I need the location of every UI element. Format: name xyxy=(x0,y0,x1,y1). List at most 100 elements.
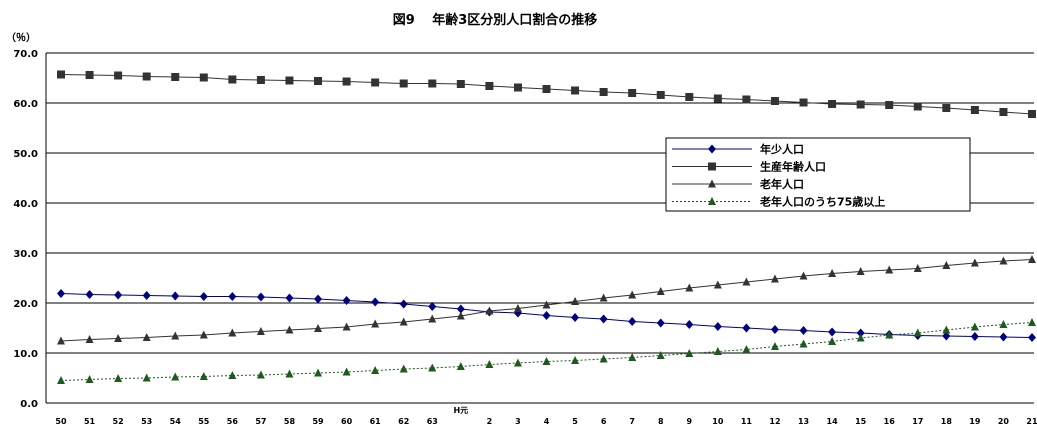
data-point xyxy=(656,318,665,328)
data-point xyxy=(713,280,722,289)
data-point xyxy=(999,108,1008,116)
x-tick-label: 16 xyxy=(884,417,896,426)
data-point xyxy=(171,372,180,381)
x-tick-label: 55 xyxy=(198,417,210,426)
data-point xyxy=(114,334,123,342)
data-point xyxy=(399,79,408,88)
data-point xyxy=(85,71,94,79)
x-tick-label: 12 xyxy=(769,417,780,426)
data-point xyxy=(256,370,265,379)
data-point xyxy=(314,77,323,85)
gridlines xyxy=(45,52,1034,404)
data-point xyxy=(199,292,208,301)
data-point xyxy=(57,70,65,79)
data-point xyxy=(685,283,694,292)
data-point xyxy=(542,311,551,320)
x-tick-label: 9 xyxy=(687,417,693,426)
data-point xyxy=(199,372,208,380)
data-point xyxy=(599,88,608,96)
data-point xyxy=(399,364,408,373)
data-point xyxy=(85,290,94,299)
data-point xyxy=(256,292,265,302)
data-point xyxy=(399,299,408,309)
data-point xyxy=(885,265,894,274)
data-point xyxy=(685,93,694,101)
data-point xyxy=(713,94,722,103)
data-point xyxy=(856,333,865,342)
data-point xyxy=(57,376,65,384)
x-tick-label: 21 xyxy=(1026,417,1037,426)
data-point xyxy=(770,97,779,105)
x-tick-label: 56 xyxy=(227,417,239,426)
data-point xyxy=(542,357,551,365)
data-point xyxy=(942,104,951,112)
data-point xyxy=(799,271,808,280)
data-point xyxy=(713,322,722,331)
data-point xyxy=(114,290,123,300)
data-point xyxy=(256,327,265,335)
data-point xyxy=(770,274,779,283)
x-tick-label: 4 xyxy=(544,417,550,426)
data-point xyxy=(656,287,665,295)
data-point xyxy=(656,351,665,359)
x-tick-label: 53 xyxy=(141,417,152,426)
data-point xyxy=(970,332,979,341)
legend-label: 生産年齢人口 xyxy=(760,160,826,174)
x-tick-label: 11 xyxy=(741,417,753,426)
data-point xyxy=(456,80,465,88)
data-point xyxy=(828,327,837,337)
y-tick-label: 60.0 xyxy=(13,99,38,110)
series-line xyxy=(60,322,1033,381)
data-point xyxy=(828,337,837,345)
data-point xyxy=(828,269,837,277)
data-point xyxy=(285,293,294,303)
data-point xyxy=(770,342,779,350)
x-tick-label: 7 xyxy=(629,417,635,426)
x-tick-label: 54 xyxy=(170,417,182,426)
data-point xyxy=(1028,255,1036,263)
data-point xyxy=(828,100,837,108)
data-point xyxy=(171,291,180,301)
data-point xyxy=(942,261,951,269)
data-point xyxy=(228,292,237,301)
x-tick-label: 19 xyxy=(969,417,981,426)
legend-marker xyxy=(708,162,716,171)
x-tick-label: 51 xyxy=(84,417,96,426)
data-point xyxy=(142,373,151,382)
x-tick-label: 3 xyxy=(515,417,521,426)
data-point xyxy=(199,73,208,82)
data-point xyxy=(456,311,465,320)
data-point xyxy=(171,73,180,81)
x-tick-label: 14 xyxy=(827,417,839,426)
data-point xyxy=(428,302,437,311)
data-point xyxy=(456,304,465,314)
data-point xyxy=(485,306,494,315)
y-tick-label: 30.0 xyxy=(13,249,38,260)
x-tick-label: 50 xyxy=(55,417,67,426)
data-point xyxy=(285,76,294,85)
data-point xyxy=(371,297,380,307)
x-tick-label: 63 xyxy=(427,417,438,426)
legend-label: 年少人口 xyxy=(760,142,804,156)
data-point xyxy=(171,331,180,340)
data-point xyxy=(856,267,865,275)
data-point xyxy=(913,328,922,337)
data-point xyxy=(85,335,94,343)
data-point xyxy=(342,296,351,305)
data-point xyxy=(656,91,665,99)
data-point xyxy=(371,78,380,87)
data-point xyxy=(571,86,580,95)
data-point xyxy=(142,333,151,341)
x-tick-label: 6 xyxy=(601,417,607,426)
data-point xyxy=(142,291,151,300)
data-point xyxy=(485,360,494,368)
x-tick-label: 10 xyxy=(712,417,724,426)
data-point xyxy=(599,314,608,324)
y-tick-label: 70.0 xyxy=(13,49,38,60)
data-point xyxy=(399,317,408,326)
x-tick-label: 18 xyxy=(941,417,953,426)
data-point xyxy=(371,319,380,328)
data-point xyxy=(685,349,694,357)
